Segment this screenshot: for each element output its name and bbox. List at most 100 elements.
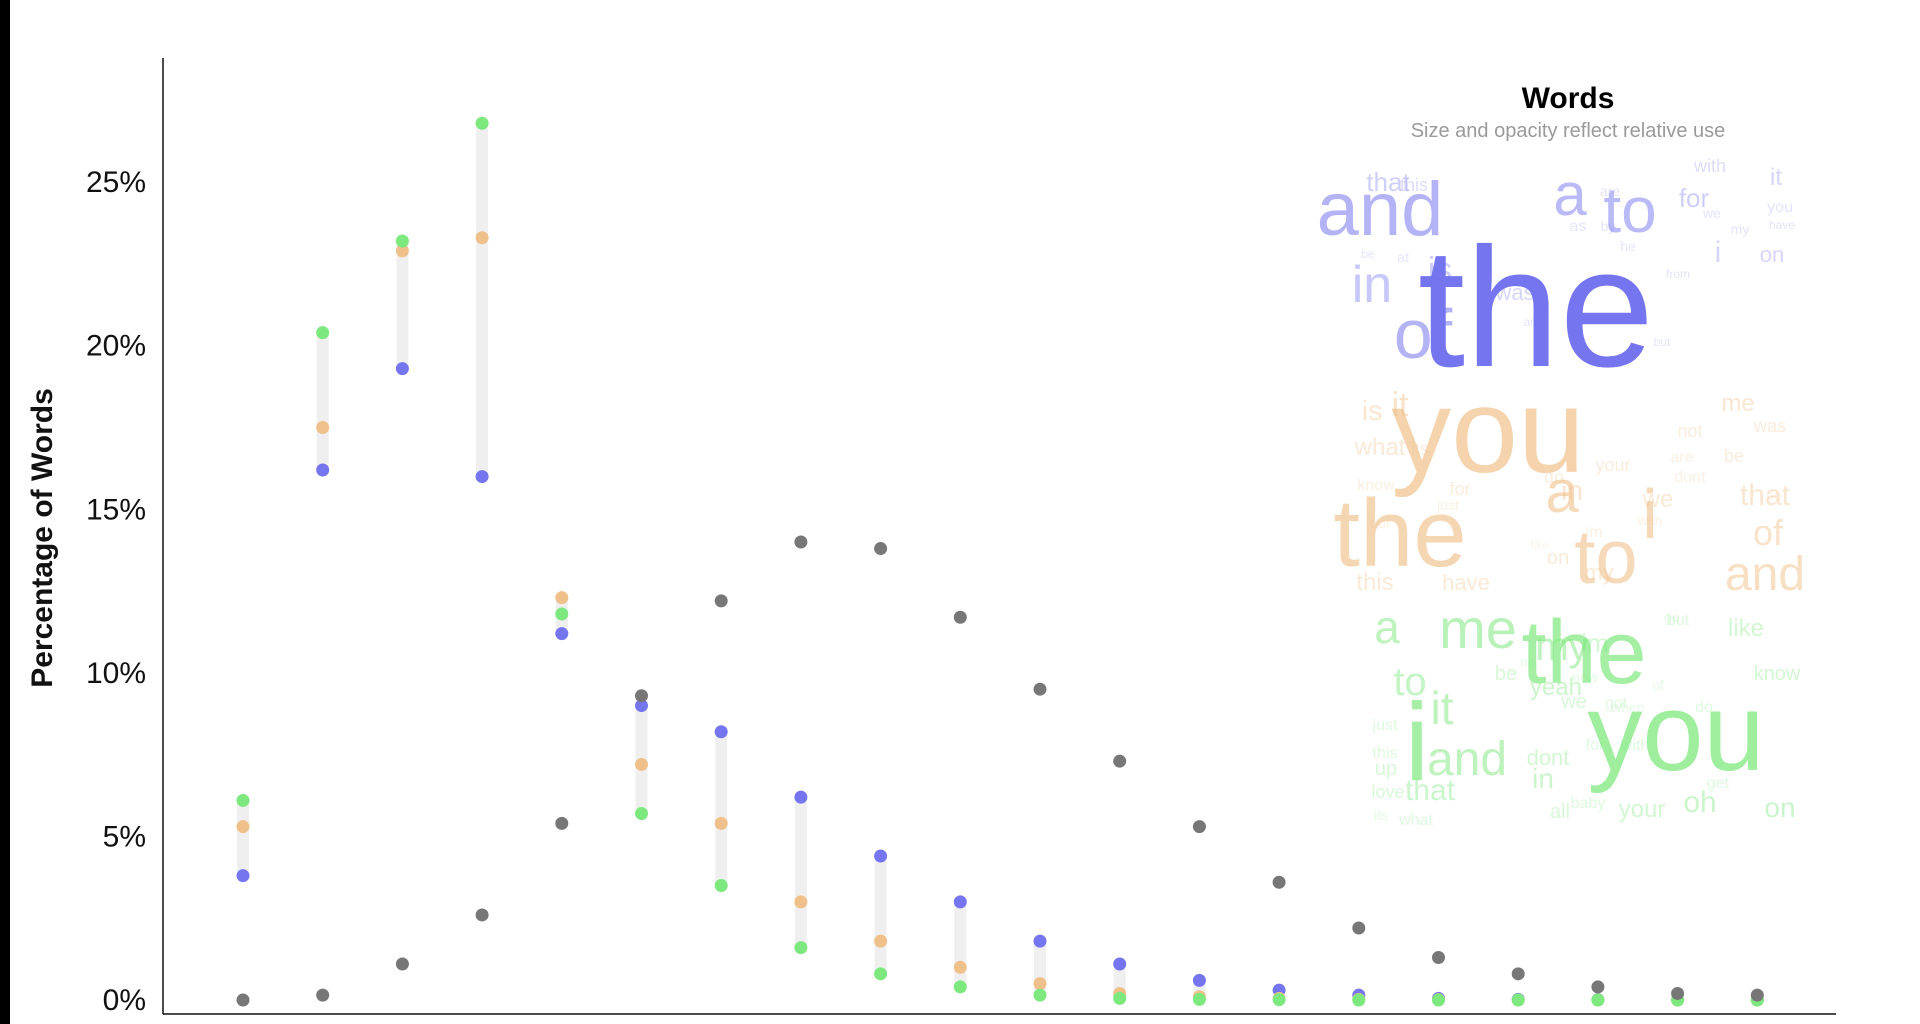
data-point-s2 [1352, 993, 1366, 1007]
cloud-word: by [1601, 218, 1616, 234]
cloud-word: for [1449, 479, 1470, 499]
cloud-word: be [1495, 663, 1517, 685]
cloud-word: do [1695, 699, 1713, 716]
cloud-word: oh [1683, 786, 1716, 819]
data-point-s2 [1033, 988, 1047, 1002]
cloud-word: be [1724, 446, 1744, 466]
cloud-word: like [1531, 538, 1549, 552]
cloud-word: from [1666, 267, 1690, 281]
data-point-s3 [1671, 986, 1685, 1000]
cloud-word: yeah [1530, 674, 1582, 701]
data-point-s1 [953, 960, 967, 974]
y-tick-label: 15% [86, 493, 146, 526]
cloud-word: but [1370, 515, 1390, 531]
range-bars [237, 123, 1206, 1000]
data-point-s3 [1750, 988, 1764, 1002]
cloud-word: no [1766, 487, 1782, 503]
data-point-s2 [794, 941, 808, 955]
cloud-word: all [1550, 801, 1570, 823]
data-point-s0 [1033, 934, 1047, 948]
range-bar [954, 901, 967, 987]
cloud-word: of [1394, 295, 1453, 373]
cloud-word: i [1715, 236, 1722, 269]
cloud-word: what [1398, 812, 1433, 829]
data-point-s1 [714, 816, 728, 830]
y-tick-label: 10% [86, 657, 146, 690]
cloud-word: a [1545, 458, 1579, 525]
y-tick-label: 5% [103, 820, 146, 853]
cloud-word: that [1366, 167, 1410, 197]
cloud-word: me [1439, 597, 1517, 660]
data-point-s3 [555, 816, 569, 830]
data-point-s0 [635, 699, 648, 713]
data-point-s0 [555, 627, 569, 641]
cloud-word: to [1393, 660, 1426, 704]
cloud-word: my [1535, 625, 1588, 669]
data-point-s3 [236, 993, 250, 1007]
cloud-word: up [1375, 758, 1397, 780]
cloud-word: you [1391, 364, 1584, 498]
data-point-s2 [1511, 993, 1525, 1007]
cloud-word: baby [1571, 795, 1606, 812]
data-point-s0 [794, 790, 808, 804]
cloud-word: you [1767, 199, 1793, 216]
word-cloud-subtitle: Size and opacity reflect relative use [1411, 120, 1726, 142]
data-point-s1 [316, 421, 330, 434]
cloud-word: be [1361, 247, 1375, 261]
cloud-word: what [1354, 434, 1406, 461]
data-point-s3 [635, 689, 648, 703]
cloud-word: know [1754, 663, 1801, 685]
cloud-word: we [1642, 486, 1674, 513]
cloud-word: love [1371, 782, 1404, 802]
data-point-s1 [475, 231, 489, 245]
cloud-word: have [1442, 570, 1490, 595]
cloud-word: a [1374, 601, 1400, 653]
data-point-s0 [236, 869, 250, 883]
cloud-word: just [1436, 497, 1459, 513]
range-bar [476, 123, 489, 477]
data-point-s0 [1192, 973, 1206, 987]
cloud-word: at [1397, 249, 1409, 265]
data-point-s3 [316, 988, 330, 1002]
cloud-word: but [1654, 335, 1671, 349]
data-point-s3 [1272, 875, 1286, 889]
data-point-s1 [395, 244, 409, 258]
data-point-s2 [395, 234, 409, 248]
data-point-s3 [1591, 980, 1605, 994]
cloud-word: in [1352, 256, 1392, 314]
axes: Percentage of Words [26, 58, 1836, 1015]
data-point-s3 [714, 594, 728, 608]
chart-frame: Percentage of Words 0% 5% 10% 15% 20% 25% Wor… [10, 0, 1920, 1024]
data-point-s3 [1352, 921, 1366, 935]
cloud-word: not [1677, 421, 1702, 441]
data-point-s0 [1113, 957, 1127, 971]
cloud-word: we [1702, 205, 1721, 221]
cloud-word: your [1595, 455, 1630, 475]
data-point-s2 [953, 980, 967, 994]
cloud-word: the [1418, 213, 1654, 403]
data-point-s1 [1033, 977, 1047, 991]
data-point-s2 [1272, 993, 1286, 1007]
data-point-s2 [316, 326, 330, 340]
cloud-word: for [1679, 183, 1710, 213]
cloud-word: that [1405, 774, 1456, 807]
cloud-word: im [1581, 628, 1608, 658]
cloud-word: and [1725, 548, 1805, 601]
data-point-s1 [555, 591, 569, 605]
cloud-word: with [1620, 737, 1649, 754]
cloud-word: and [1317, 167, 1444, 252]
cloud-word: its [1411, 439, 1429, 459]
cloud-word: of [1753, 512, 1784, 553]
cloud-word: we [1560, 691, 1587, 713]
cloud-word: with [1693, 156, 1726, 176]
data-point-s1 [794, 895, 808, 909]
word-cloud: Words Size and opacity reflect relative … [1317, 82, 1805, 829]
cloud-word: of [1652, 677, 1664, 693]
data-point-s3 [475, 908, 489, 922]
data-point-s3 [1432, 950, 1445, 964]
data-point-s1 [635, 757, 648, 771]
cloud-word: have [1769, 218, 1795, 232]
cloud-word: my [1731, 221, 1750, 237]
cloud-word: are [1670, 449, 1693, 466]
data-point-s2 [714, 879, 728, 892]
